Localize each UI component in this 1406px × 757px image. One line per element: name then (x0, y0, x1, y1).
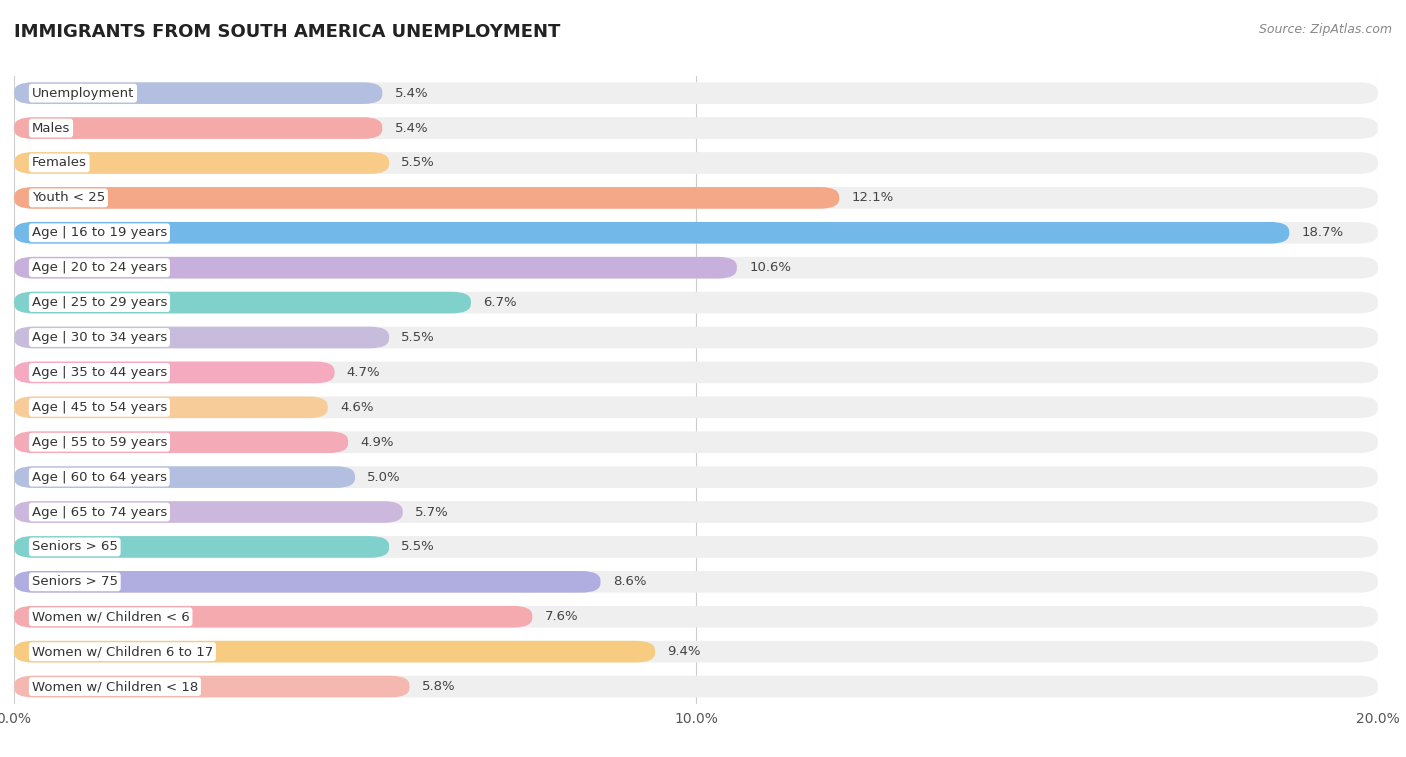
Text: 10.6%: 10.6% (749, 261, 792, 274)
Text: Age | 45 to 54 years: Age | 45 to 54 years (32, 400, 167, 414)
FancyBboxPatch shape (14, 676, 1378, 697)
FancyBboxPatch shape (14, 536, 389, 558)
Text: Women w/ Children < 18: Women w/ Children < 18 (32, 680, 198, 693)
Text: Females: Females (32, 157, 87, 170)
Text: Youth < 25: Youth < 25 (32, 192, 105, 204)
Text: Age | 60 to 64 years: Age | 60 to 64 years (32, 471, 167, 484)
FancyBboxPatch shape (14, 431, 349, 453)
FancyBboxPatch shape (14, 571, 600, 593)
FancyBboxPatch shape (14, 466, 1378, 488)
Text: Age | 30 to 34 years: Age | 30 to 34 years (32, 331, 167, 344)
FancyBboxPatch shape (14, 362, 1378, 383)
FancyBboxPatch shape (14, 501, 1378, 523)
FancyBboxPatch shape (14, 117, 1378, 139)
FancyBboxPatch shape (14, 676, 409, 697)
Text: 5.5%: 5.5% (401, 157, 434, 170)
Text: 5.0%: 5.0% (367, 471, 401, 484)
Text: Age | 16 to 19 years: Age | 16 to 19 years (32, 226, 167, 239)
Text: 5.5%: 5.5% (401, 540, 434, 553)
FancyBboxPatch shape (14, 431, 1378, 453)
FancyBboxPatch shape (14, 397, 328, 418)
FancyBboxPatch shape (14, 83, 1378, 104)
FancyBboxPatch shape (14, 152, 1378, 174)
Text: Seniors > 75: Seniors > 75 (32, 575, 118, 588)
FancyBboxPatch shape (14, 641, 1378, 662)
FancyBboxPatch shape (14, 571, 1378, 593)
Text: 5.5%: 5.5% (401, 331, 434, 344)
Text: 18.7%: 18.7% (1302, 226, 1344, 239)
Text: 5.8%: 5.8% (422, 680, 456, 693)
Text: 12.1%: 12.1% (852, 192, 894, 204)
FancyBboxPatch shape (14, 83, 382, 104)
FancyBboxPatch shape (14, 117, 382, 139)
Text: 4.9%: 4.9% (360, 436, 394, 449)
Text: 8.6%: 8.6% (613, 575, 647, 588)
FancyBboxPatch shape (14, 641, 655, 662)
Text: 5.4%: 5.4% (395, 86, 429, 100)
Text: 5.7%: 5.7% (415, 506, 449, 519)
Text: Age | 55 to 59 years: Age | 55 to 59 years (32, 436, 167, 449)
FancyBboxPatch shape (14, 291, 471, 313)
FancyBboxPatch shape (14, 501, 402, 523)
FancyBboxPatch shape (14, 327, 389, 348)
FancyBboxPatch shape (14, 466, 356, 488)
FancyBboxPatch shape (14, 257, 1378, 279)
Text: Unemployment: Unemployment (32, 86, 134, 100)
FancyBboxPatch shape (14, 606, 1378, 628)
FancyBboxPatch shape (14, 327, 1378, 348)
FancyBboxPatch shape (14, 291, 1378, 313)
Text: Age | 25 to 29 years: Age | 25 to 29 years (32, 296, 167, 309)
FancyBboxPatch shape (14, 187, 839, 209)
Text: 7.6%: 7.6% (544, 610, 578, 623)
Text: Males: Males (32, 122, 70, 135)
Text: 5.4%: 5.4% (395, 122, 429, 135)
Text: Age | 35 to 44 years: Age | 35 to 44 years (32, 366, 167, 379)
Text: 4.6%: 4.6% (340, 400, 374, 414)
Text: IMMIGRANTS FROM SOUTH AMERICA UNEMPLOYMENT: IMMIGRANTS FROM SOUTH AMERICA UNEMPLOYME… (14, 23, 561, 41)
Text: Age | 65 to 74 years: Age | 65 to 74 years (32, 506, 167, 519)
FancyBboxPatch shape (14, 187, 1378, 209)
Text: Source: ZipAtlas.com: Source: ZipAtlas.com (1258, 23, 1392, 36)
FancyBboxPatch shape (14, 536, 1378, 558)
Text: 9.4%: 9.4% (668, 645, 700, 658)
Text: Women w/ Children 6 to 17: Women w/ Children 6 to 17 (32, 645, 214, 658)
FancyBboxPatch shape (14, 152, 389, 174)
Text: Seniors > 65: Seniors > 65 (32, 540, 118, 553)
Text: Women w/ Children < 6: Women w/ Children < 6 (32, 610, 190, 623)
FancyBboxPatch shape (14, 222, 1289, 244)
FancyBboxPatch shape (14, 397, 1378, 418)
FancyBboxPatch shape (14, 362, 335, 383)
FancyBboxPatch shape (14, 606, 533, 628)
Text: 4.7%: 4.7% (347, 366, 381, 379)
FancyBboxPatch shape (14, 257, 737, 279)
Text: Age | 20 to 24 years: Age | 20 to 24 years (32, 261, 167, 274)
Text: 6.7%: 6.7% (484, 296, 517, 309)
FancyBboxPatch shape (14, 222, 1378, 244)
